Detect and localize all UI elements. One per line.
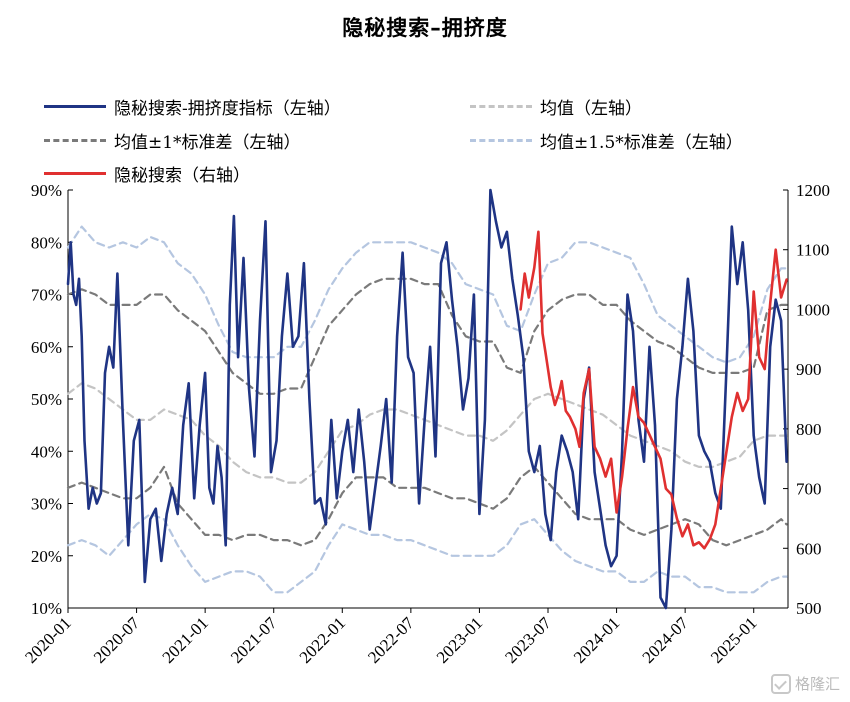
- y-left-tick-label: 10%: [31, 599, 62, 618]
- legend-label: 隐秘搜索（右轴）: [114, 166, 250, 186]
- axes: [67, 189, 789, 613]
- y-right-tick-label: 700: [796, 480, 822, 499]
- y-right-tick-label: 1200: [796, 181, 830, 200]
- series-line-4: [66, 225, 788, 364]
- legend-swatch: [44, 139, 106, 142]
- legend-item-15std: 均值±1.5*标准差（左轴）: [470, 128, 743, 153]
- series-line-0: [66, 188, 788, 610]
- y-left-tick-label: 70%: [31, 286, 62, 305]
- y-left-tick-label: 80%: [31, 233, 62, 252]
- legend-swatch: [44, 172, 106, 175]
- legend-swatch: [44, 105, 106, 108]
- x-tick-label: 2021-07: [227, 613, 281, 667]
- x-tick-label: 2025-01: [707, 613, 761, 667]
- series-line-3: [66, 465, 788, 547]
- x-tick-label: 2023-01: [433, 613, 487, 667]
- legend-label: 均值±1*标准差（左轴）: [114, 133, 301, 153]
- series-group: [66, 188, 788, 610]
- legend-label: 均值±1.5*标准差（左轴）: [540, 133, 743, 153]
- watermark-logo-icon: [770, 673, 791, 694]
- y-left-tick-label: 90%: [31, 181, 62, 200]
- series-line-5: [66, 512, 788, 594]
- legend-swatch: [470, 105, 532, 108]
- legend-label: 隐秘搜索-拥挤度指标（左轴）: [114, 99, 341, 119]
- y-right-tick-label: 900: [796, 360, 822, 379]
- y-left-tick-label: 40%: [31, 442, 62, 461]
- watermark-text: 格隆汇: [794, 675, 840, 693]
- legend-item-crowding: 隐秘搜索-拥挤度指标（左轴）: [44, 94, 341, 119]
- series-line-2: [66, 277, 788, 395]
- x-tick-label: 2022-01: [296, 613, 350, 667]
- tick-labels: 10% 20% 30% 40% 50% 60% 70% 80% 90% 500 600 700 800 9…: [21, 181, 830, 667]
- legend-label: 均值（左轴）: [540, 99, 642, 119]
- legend-item-1std: 均值±1*标准差（左轴）: [44, 128, 301, 153]
- x-tick-label: 2020-01: [21, 613, 75, 667]
- y-right-tick-label: 1100: [796, 241, 829, 260]
- x-tick-label: 2023-07: [501, 613, 555, 667]
- y-left-tick-label: 50%: [31, 390, 62, 409]
- x-tick-label: 2022-07: [364, 613, 418, 667]
- y-right-tick-label: 500: [796, 599, 822, 618]
- series-line-6: [519, 230, 788, 550]
- x-tick-label: 2024-01: [570, 613, 624, 667]
- y-left-tick-label: 30%: [31, 495, 62, 514]
- y-left-tick-label: 60%: [31, 338, 62, 357]
- y-right-tick-label: 800: [796, 420, 822, 439]
- x-tick-label: 2020-07: [90, 613, 144, 667]
- x-tick-label: 2021-01: [158, 613, 212, 667]
- legend-swatch: [470, 139, 532, 142]
- y-right-tick-label: 1000: [796, 300, 830, 319]
- y-left-tick-label: 20%: [31, 547, 62, 566]
- x-tick-label: 2024-07: [638, 613, 692, 667]
- legend-item-mean: 均值（左轴）: [470, 94, 642, 119]
- legend-item-search: 隐秘搜索（右轴）: [44, 161, 250, 186]
- watermark: 格隆汇: [770, 673, 840, 694]
- y-right-tick-label: 600: [796, 539, 822, 558]
- chart-title: 隐秘搜索–拥挤度: [342, 16, 508, 40]
